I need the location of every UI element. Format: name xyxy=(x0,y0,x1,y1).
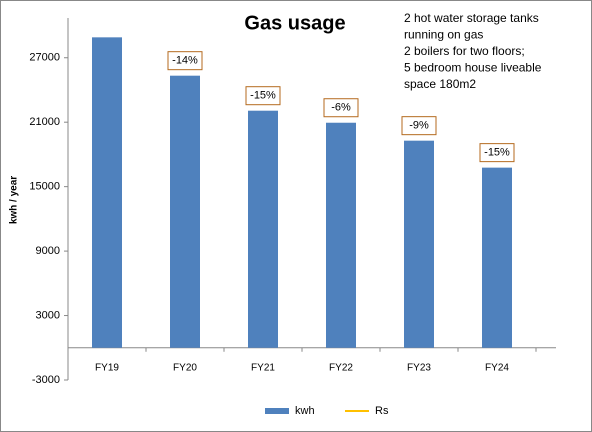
change-label: -6% xyxy=(331,102,351,114)
y-tick-label: 9000 xyxy=(36,245,60,257)
annotation: running on gas xyxy=(404,28,483,42)
y-tick-label: 3000 xyxy=(36,309,60,321)
y-tick-label: 27000 xyxy=(29,52,60,64)
y-tick-label: 21000 xyxy=(29,116,60,128)
y-tick-label: 15000 xyxy=(29,181,60,193)
chart-title: Gas usage xyxy=(244,12,345,34)
y-axis-label: kwh / year xyxy=(9,176,20,224)
bar xyxy=(404,140,434,348)
annotation: 2 boilers for two floors; xyxy=(404,44,525,58)
bar xyxy=(92,37,122,348)
change-label: -14% xyxy=(172,55,198,67)
legend-swatch xyxy=(265,408,289,414)
bar xyxy=(482,167,512,348)
y-tick-label: -3000 xyxy=(32,374,60,386)
change-label-box xyxy=(167,51,203,71)
change-label-box xyxy=(323,98,359,118)
x-tick-label: FY21 xyxy=(251,362,275,373)
annotation: space 180m2 xyxy=(404,77,476,91)
change-label: -15% xyxy=(250,90,276,102)
change-label-box xyxy=(479,143,515,163)
annotation: 2 hot water storage tanks xyxy=(404,11,539,25)
annotation: 5 bedroom house liveable xyxy=(404,61,542,75)
x-tick-label: FY24 xyxy=(485,362,509,373)
legend-label: Rs xyxy=(375,405,389,417)
change-label-box xyxy=(401,116,437,136)
x-tick-label: FY19 xyxy=(95,362,119,373)
change-label-box xyxy=(245,86,281,106)
x-tick-label: FY22 xyxy=(329,362,353,373)
x-tick-label: FY23 xyxy=(407,362,431,373)
bar xyxy=(170,75,200,348)
bar xyxy=(248,110,278,348)
legend-label: kwh xyxy=(295,405,315,417)
change-label: -9% xyxy=(409,120,429,132)
change-label: -15% xyxy=(484,147,510,159)
bar xyxy=(326,122,356,348)
x-tick-label: FY20 xyxy=(173,362,197,373)
